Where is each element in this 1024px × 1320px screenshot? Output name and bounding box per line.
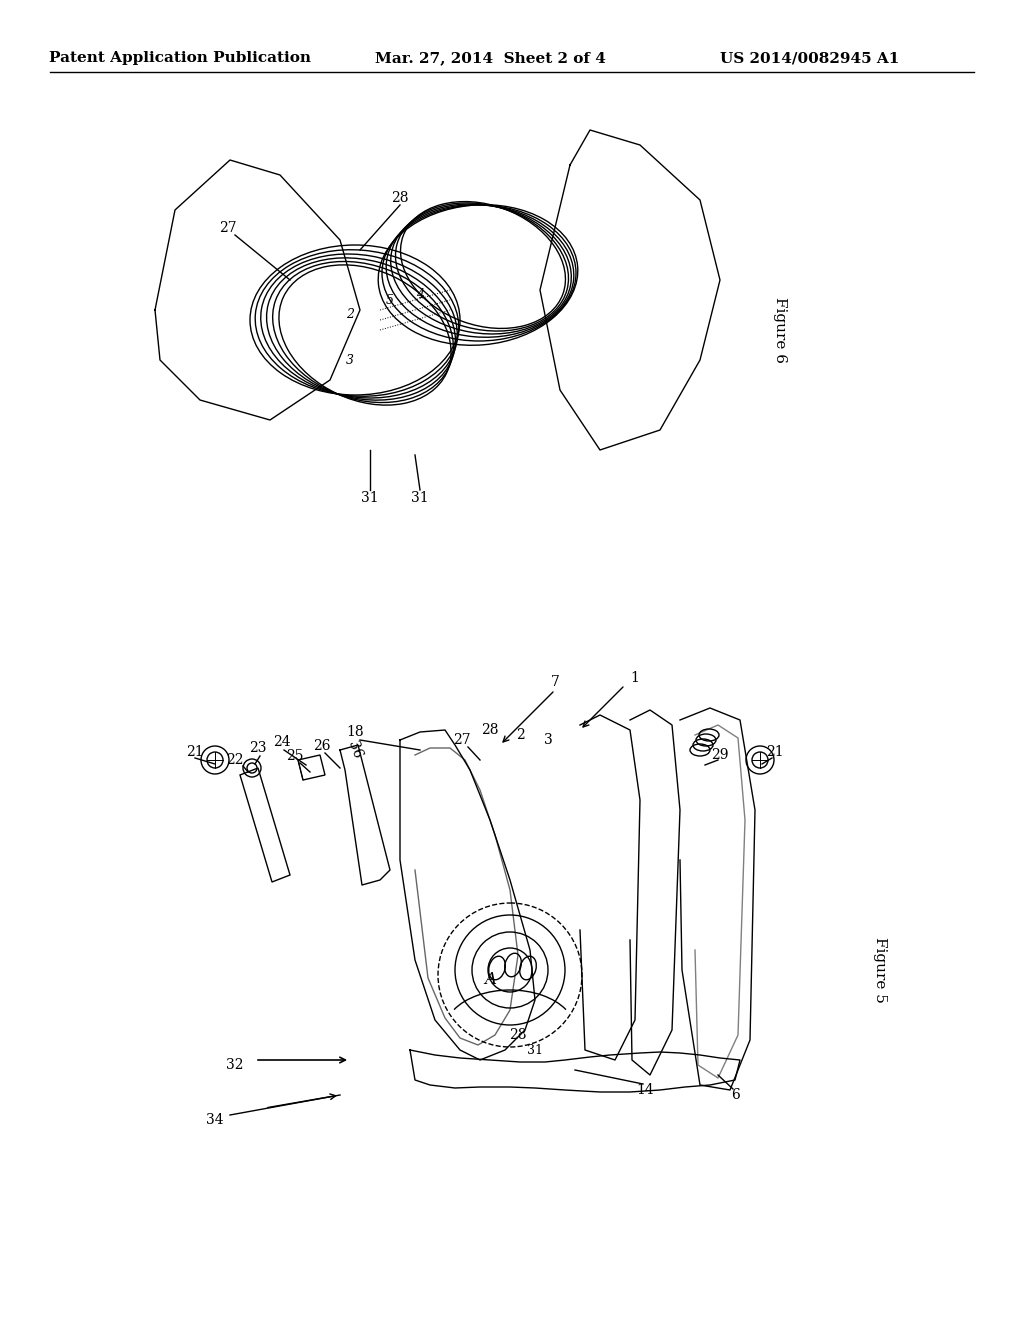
Text: 23: 23 — [249, 741, 266, 755]
Text: 1: 1 — [631, 671, 639, 685]
Text: 28: 28 — [391, 191, 409, 205]
Text: 21: 21 — [766, 744, 783, 759]
Text: 4: 4 — [416, 289, 424, 301]
Text: 2: 2 — [516, 729, 524, 742]
Text: 27: 27 — [219, 220, 237, 235]
Text: 28: 28 — [481, 723, 499, 737]
Text: 2: 2 — [346, 309, 354, 322]
Text: 3: 3 — [544, 733, 552, 747]
Text: 24: 24 — [273, 735, 291, 748]
Text: 31: 31 — [527, 1044, 543, 1056]
Text: US 2014/0082945 A1: US 2014/0082945 A1 — [720, 51, 900, 65]
Text: 28: 28 — [509, 1028, 526, 1041]
Text: 34: 34 — [206, 1113, 224, 1127]
Text: 22: 22 — [226, 752, 244, 767]
Text: Figure 6: Figure 6 — [773, 297, 787, 363]
Text: Patent Application Publication: Patent Application Publication — [49, 51, 311, 65]
Text: 29: 29 — [712, 748, 729, 762]
Text: 5: 5 — [386, 293, 394, 306]
Text: 14: 14 — [636, 1082, 654, 1097]
Text: 31: 31 — [361, 491, 379, 506]
Text: 3: 3 — [346, 354, 354, 367]
Text: 21: 21 — [186, 744, 204, 759]
Text: 18: 18 — [346, 725, 364, 739]
Text: 36: 36 — [345, 739, 365, 760]
Text: 6: 6 — [731, 1088, 739, 1102]
Text: 7: 7 — [551, 675, 559, 689]
Text: Mar. 27, 2014  Sheet 2 of 4: Mar. 27, 2014 Sheet 2 of 4 — [375, 51, 605, 65]
Text: 25: 25 — [287, 748, 304, 763]
Text: 31: 31 — [412, 491, 429, 506]
Text: 27: 27 — [454, 733, 471, 747]
Text: 32: 32 — [226, 1059, 244, 1072]
Text: A: A — [484, 972, 496, 989]
Text: Figure 5: Figure 5 — [873, 937, 887, 1003]
Text: 26: 26 — [313, 739, 331, 752]
